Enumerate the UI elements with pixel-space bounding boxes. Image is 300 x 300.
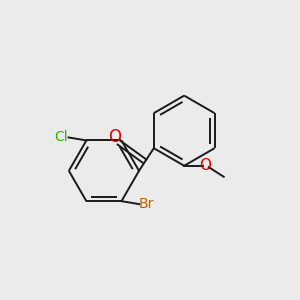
Text: Cl: Cl (54, 130, 68, 145)
Text: O: O (199, 158, 211, 173)
Text: O: O (108, 128, 121, 146)
Text: Br: Br (138, 197, 154, 211)
